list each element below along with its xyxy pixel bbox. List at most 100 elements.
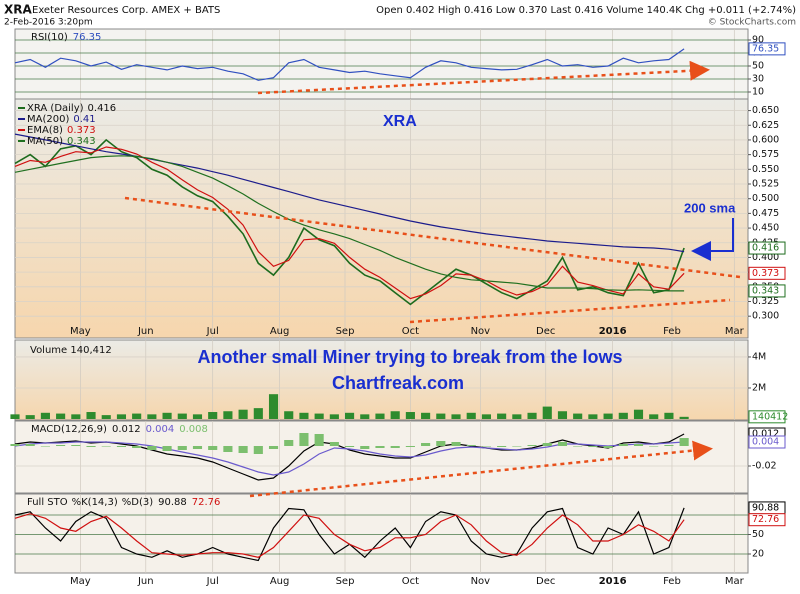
- bar: [557, 411, 568, 419]
- bar: [162, 412, 172, 419]
- y-tick-label: 90: [752, 35, 764, 46]
- legend-value: 0.343: [67, 136, 96, 147]
- bar: [512, 446, 522, 447]
- x-tick-label: 2016: [599, 326, 627, 337]
- legend-entry: XRA (Daily) 0.416: [27, 103, 116, 114]
- panel-title: Volume 140,412: [30, 345, 112, 356]
- bar: [10, 444, 20, 446]
- x-tick-label: Nov: [471, 326, 491, 337]
- bar: [56, 445, 66, 446]
- x-tick-label: Mar: [725, 326, 745, 337]
- bar: [101, 415, 111, 419]
- bar: [649, 446, 659, 447]
- bar: [588, 414, 598, 419]
- bar: [101, 446, 111, 447]
- legend-title: Full STO: [27, 497, 68, 508]
- bar: [116, 414, 127, 419]
- last-value-label: 90.88: [752, 502, 779, 513]
- series-line: [14, 48, 685, 81]
- company: Exeter Resources Corp. AMEX + BATS: [32, 5, 220, 16]
- x-tick-label: Oct: [402, 326, 419, 337]
- annotation: Another small Miner trying to break from…: [197, 347, 622, 367]
- bar: [436, 413, 446, 419]
- bar: [314, 413, 324, 419]
- last-value-label: 0.373: [752, 268, 779, 279]
- sma-arrow: [691, 218, 734, 261]
- y-tick-label: 50: [752, 61, 764, 72]
- bar: [299, 433, 309, 446]
- bar: [527, 412, 537, 419]
- credit: © StockCharts.com: [708, 18, 796, 28]
- x-tick-label: Jun: [137, 326, 154, 337]
- bar: [679, 416, 689, 419]
- y-tick-label: 50: [752, 529, 764, 540]
- last-value-box: [748, 513, 786, 527]
- last-value-box: [748, 266, 786, 280]
- bar: [390, 446, 400, 448]
- x-tick-label: May: [70, 326, 91, 337]
- bar: [557, 442, 568, 446]
- y-tick-label: 2M: [752, 382, 766, 393]
- bar: [253, 408, 263, 419]
- bar: [405, 446, 415, 447]
- last-value-label: 72.76: [752, 514, 779, 525]
- y-tick-label: 0.600: [752, 134, 779, 145]
- last-value-label: 76.35: [752, 43, 779, 54]
- bar: [664, 412, 674, 419]
- bar: [390, 411, 400, 419]
- legend: Full STO %K(14,3) %D(3) 90.88 72.76: [27, 497, 220, 508]
- bar: [192, 414, 203, 419]
- header: XRA Exeter Resources Corp. AMEX + BATS 2…: [4, 3, 796, 28]
- x-tick-label: Feb: [663, 576, 681, 587]
- bar: [116, 446, 127, 447]
- legend-name: RSI(10): [31, 32, 68, 43]
- x-tick-label: Feb: [663, 326, 681, 337]
- bar: [542, 406, 552, 419]
- legend-value: 0.416: [88, 103, 117, 114]
- bar: [573, 413, 583, 419]
- bar: [618, 444, 628, 446]
- bar: [238, 409, 248, 419]
- bar: [345, 412, 355, 419]
- bar: [40, 446, 50, 447]
- annotation: 200 sma: [684, 200, 736, 215]
- bar: [314, 434, 324, 446]
- bar: [268, 394, 279, 419]
- legend-value: 76.35: [73, 32, 102, 43]
- bar: [162, 446, 172, 451]
- bar: [208, 446, 218, 450]
- y-tick-label: 0.300: [752, 311, 779, 322]
- bar: [10, 414, 20, 419]
- bar: [223, 446, 233, 452]
- quote: Open 0.402 High 0.416 Low 0.370 Last 0.4…: [376, 5, 796, 16]
- bar: [329, 442, 339, 446]
- y-tick-label: 4M: [752, 351, 766, 362]
- price-lower-trendline: [409, 298, 731, 324]
- legend-value: 90.88: [158, 497, 187, 508]
- last-value-box: [748, 435, 786, 449]
- bar: [86, 446, 96, 447]
- y-tick-label: 0.525: [752, 179, 779, 190]
- y-tick-label: 0.400: [752, 252, 779, 263]
- x-tick-label: Jun: [137, 576, 154, 587]
- rsi-trendline: [257, 60, 710, 95]
- bar: [481, 414, 491, 419]
- bar: [497, 413, 507, 419]
- last-value-label: 0.416: [752, 243, 779, 254]
- trendlines: [124, 60, 741, 498]
- y-tick-label: 20: [752, 549, 764, 560]
- annotation: XRA: [383, 113, 417, 130]
- bar: [177, 413, 187, 419]
- bar: [253, 446, 263, 454]
- bar: [132, 413, 142, 419]
- bar: [177, 446, 187, 450]
- series-line: [14, 441, 685, 476]
- bar: [679, 438, 689, 446]
- legend-name: %D(3): [122, 497, 153, 508]
- legend-entry: MA(50) 0.343: [27, 136, 96, 147]
- bar: [132, 446, 142, 448]
- bar: [375, 413, 385, 419]
- bar: [360, 446, 370, 449]
- x-tick-label: May: [70, 576, 91, 587]
